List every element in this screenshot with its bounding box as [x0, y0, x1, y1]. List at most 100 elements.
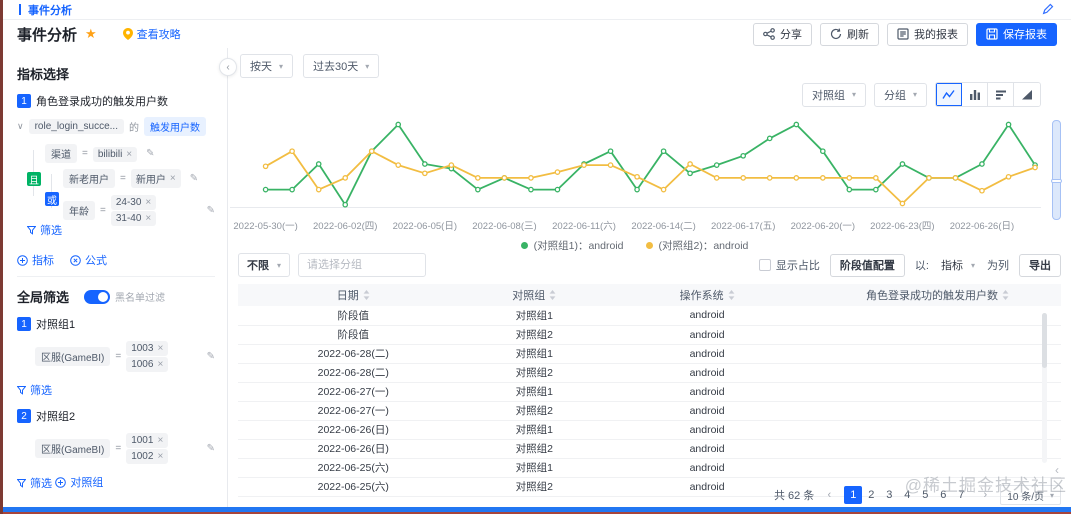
blacklist-toggle[interactable]: [84, 289, 111, 304]
filter-field-usertype[interactable]: 新老用户: [63, 169, 115, 188]
refresh-button[interactable]: 刷新: [820, 22, 879, 46]
compare-group-1-field[interactable]: 区服(GameBI): [35, 346, 111, 366]
add-compare-group-link[interactable]: 对照组: [55, 474, 103, 490]
data-point[interactable]: [873, 186, 879, 193]
page-number-button[interactable]: 2: [868, 489, 875, 501]
prev-page-button[interactable]: ‹: [827, 489, 832, 501]
data-point[interactable]: [315, 186, 322, 193]
granularity-dropdown[interactable]: 按天 ▾: [240, 54, 294, 78]
data-point[interactable]: [554, 186, 561, 193]
data-point[interactable]: [315, 161, 322, 167]
data-point[interactable]: [289, 186, 295, 193]
data-point[interactable]: [422, 170, 428, 177]
event-chip[interactable]: role_login_succe...: [28, 119, 124, 134]
line-chart[interactable]: [230, 104, 1041, 216]
data-point[interactable]: [475, 186, 481, 193]
data-point[interactable]: [368, 148, 375, 155]
data-point[interactable]: [422, 161, 428, 167]
zoom-slider-handle[interactable]: [1051, 179, 1062, 183]
my-reports-button[interactable]: 我的报表: [887, 22, 968, 46]
edit-pen-icon[interactable]: [1042, 2, 1055, 18]
table-row[interactable]: 2022-06-25(六) 对照组2 android: [238, 477, 1061, 497]
data-point[interactable]: [899, 200, 906, 207]
filter-field-age[interactable]: 年龄: [63, 200, 95, 220]
data-point[interactable]: [793, 121, 800, 128]
data-point[interactable]: [713, 162, 720, 168]
remove-value-icon[interactable]: ×: [145, 213, 152, 224]
data-point[interactable]: [501, 175, 508, 181]
data-point[interactable]: [846, 175, 853, 181]
group-filter-input[interactable]: [298, 253, 427, 277]
legend-item[interactable]: (对照组1)：android: [520, 238, 624, 253]
data-point[interactable]: [1032, 164, 1038, 171]
table-scrollbar[interactable]: [1042, 313, 1047, 463]
save-report-button[interactable]: 保存报表: [976, 22, 1057, 46]
data-point[interactable]: [1005, 173, 1012, 180]
filter-value-chip[interactable]: 1003 ×: [126, 341, 169, 356]
data-point[interactable]: [581, 162, 587, 168]
remove-value-icon[interactable]: ×: [157, 359, 164, 370]
data-point[interactable]: [740, 175, 747, 181]
page-number-button[interactable]: 7: [958, 489, 965, 501]
data-point[interactable]: [528, 186, 534, 193]
compare-group-dropdown[interactable]: 对照组 ▾: [801, 82, 866, 107]
compare-group-2-field[interactable]: 区服(GameBI): [35, 438, 111, 458]
data-point[interactable]: [820, 175, 826, 181]
data-point[interactable]: [475, 175, 481, 181]
metric-filter-link[interactable]: 筛选: [27, 222, 62, 238]
filter-value-chip[interactable]: 1002 ×: [126, 449, 169, 464]
data-point[interactable]: [820, 148, 826, 155]
data-point[interactable]: [395, 162, 402, 168]
data-point[interactable]: [262, 163, 269, 170]
table-column-header[interactable]: 角色登录成功的触发用户数: [814, 284, 1061, 306]
data-point[interactable]: [660, 186, 667, 193]
data-point[interactable]: [607, 162, 614, 168]
page-size-select[interactable]: 10 条/页 ▾: [1000, 485, 1061, 505]
metric-as-column-select[interactable]: 指标 ▾: [938, 253, 977, 277]
table-column-header[interactable]: 操作系统: [600, 284, 815, 306]
edit-pencil-icon[interactable]: ✎: [146, 148, 155, 159]
data-point[interactable]: [448, 162, 455, 168]
aggregation-chip[interactable]: 触发用户数: [143, 117, 206, 136]
sidebar-collapse-button[interactable]: ‹: [219, 58, 237, 76]
and-operator-badge[interactable]: 且: [27, 172, 41, 187]
data-point[interactable]: [289, 148, 295, 155]
bar-chart-button[interactable]: [962, 83, 988, 106]
page-number-button[interactable]: 6: [940, 489, 947, 501]
table-row[interactable]: 2022-06-28(二) 对照组1 android: [238, 344, 1061, 364]
remove-value-icon[interactable]: ×: [157, 343, 164, 354]
page-number-button[interactable]: 1: [844, 486, 863, 504]
filter-value-chip[interactable]: 24-30 ×: [110, 195, 157, 210]
filter-value-chip[interactable]: 新用户 ×: [130, 169, 181, 188]
table-row[interactable]: 2022-06-25(六) 对照组1 android: [238, 458, 1061, 478]
table-scroll-left-arrow[interactable]: ‹: [1055, 463, 1059, 477]
table-column-header[interactable]: 对照组: [468, 284, 601, 306]
data-point[interactable]: [766, 175, 773, 181]
chart-zoom-slider[interactable]: [1051, 120, 1062, 220]
share-button[interactable]: 分享: [753, 22, 812, 46]
line-chart-button[interactable]: [936, 83, 962, 106]
filter-field-channel[interactable]: 渠道: [45, 144, 77, 163]
cumulative-chart-button[interactable]: [1014, 83, 1040, 106]
data-point[interactable]: [740, 152, 747, 159]
compare-group-2-filter-link[interactable]: 筛选: [17, 475, 52, 491]
remove-value-icon[interactable]: ×: [157, 435, 164, 446]
data-point[interactable]: [846, 186, 853, 193]
date-range-dropdown[interactable]: 过去30天 ▾: [303, 54, 380, 78]
data-point[interactable]: [979, 161, 985, 167]
table-row[interactable]: 2022-06-26(日) 对照组1 android: [238, 420, 1061, 440]
data-point[interactable]: [952, 175, 959, 181]
view-guide-link[interactable]: 查看攻略: [122, 26, 181, 42]
filter-value-chip[interactable]: 31-40 ×: [110, 211, 157, 226]
legend-item[interactable]: (对照组2)：android: [645, 238, 748, 253]
tab-event-analysis[interactable]: 事件分析: [28, 4, 72, 17]
table-column-header[interactable]: 日期: [238, 284, 469, 306]
table-row[interactable]: 阶段值 对照组2 android: [238, 325, 1061, 345]
edit-pencil-icon[interactable]: ✎: [206, 442, 215, 454]
or-operator-badge[interactable]: 或: [45, 192, 59, 207]
table-row[interactable]: 2022-06-27(一) 对照组2 android: [238, 401, 1061, 421]
data-point[interactable]: [342, 175, 349, 181]
data-point[interactable]: [873, 175, 879, 181]
data-point[interactable]: [687, 161, 693, 167]
add-metric-link[interactable]: 指标: [17, 252, 54, 268]
